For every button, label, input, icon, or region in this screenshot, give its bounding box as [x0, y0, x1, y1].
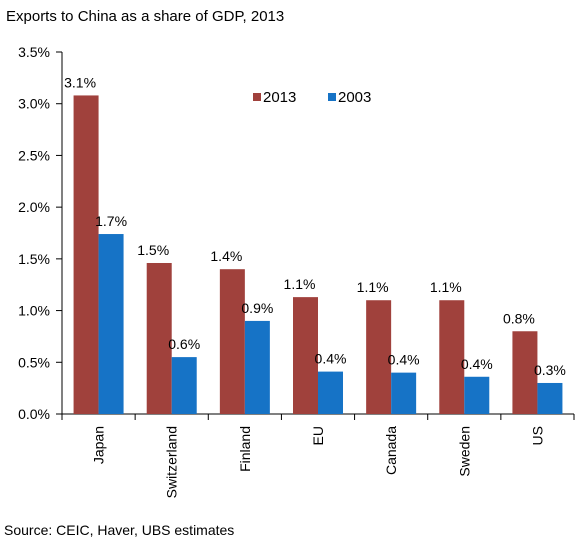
bar-2003	[464, 376, 490, 414]
x-tick-label: US	[529, 426, 545, 445]
data-label: 1.7%	[95, 213, 127, 229]
legend-swatch-2013	[253, 93, 261, 101]
bar-2013	[73, 95, 99, 414]
data-label: 0.4%	[388, 352, 420, 368]
data-label: 0.9%	[241, 300, 273, 316]
bar-2013	[512, 331, 538, 414]
legend-label: 2003	[338, 89, 371, 106]
x-tick-label: Sweden	[456, 426, 472, 477]
data-label: 1.1%	[357, 279, 389, 295]
data-label: 1.5%	[137, 242, 169, 258]
axes: 0.0% 0.5% 1.0% 1.5% 2.0% 2.5% 3.0% 3.5% Japan Swi…	[18, 44, 575, 498]
x-tick-label: Japan	[91, 426, 107, 464]
bar-2013	[146, 262, 172, 414]
x-tick-label: EU	[310, 426, 326, 445]
data-label: 3.1%	[64, 74, 96, 90]
data-label: 1.4%	[210, 248, 242, 264]
data-label: 1.1%	[430, 279, 462, 295]
bar-2003	[98, 234, 124, 414]
bar-2013	[219, 269, 245, 414]
bar-2013	[293, 297, 318, 414]
y-tick-label: 2.5%	[18, 147, 50, 163]
legend-swatch-2003	[328, 93, 336, 101]
legend: 2013 2003	[253, 89, 371, 106]
bar-chart: 0.0% 0.5% 1.0% 1.5% 2.0% 2.5% 3.0% 3.5% Japan Swi…	[18, 44, 575, 498]
x-tick-label: Switzerland	[164, 426, 180, 498]
bar-2013	[366, 300, 392, 414]
y-tick-label: 3.0%	[18, 96, 50, 112]
data-labels: 3.1% 1.7% 1.5% 0.6% 1.4% 0.9% 1.1% 0.4% 1.1% 0.4%…	[64, 74, 566, 378]
y-tick-label: 2.0%	[18, 199, 50, 215]
source-note: Source: CEIC, Haver, UBS estimates	[4, 522, 235, 538]
data-label: 0.4%	[315, 351, 347, 367]
x-tick-label: Canada	[383, 426, 399, 475]
y-tick-label: 0.0%	[18, 406, 50, 422]
y-tick-label: 1.5%	[18, 251, 50, 267]
data-label: 0.6%	[168, 336, 200, 352]
bar-2013	[439, 300, 465, 414]
data-label: 0.4%	[461, 356, 493, 372]
bars	[73, 95, 563, 414]
bar-2003	[318, 371, 343, 414]
x-tick-label: Finland	[237, 426, 253, 472]
bar-2003	[391, 372, 417, 414]
y-tick-label: 0.5%	[18, 354, 50, 370]
chart-title: Exports to China as a share of GDP, 2013	[6, 8, 285, 25]
data-label: 0.3%	[534, 362, 566, 378]
y-tick-label: 1.0%	[18, 303, 50, 319]
bar-2003	[537, 382, 563, 414]
legend-label: 2013	[263, 89, 296, 106]
bar-2003	[171, 357, 197, 414]
data-label: 0.8%	[503, 310, 535, 326]
bar-2003	[244, 320, 270, 414]
y-tick-label: 3.5%	[18, 44, 50, 60]
data-label: 1.1%	[284, 276, 316, 292]
